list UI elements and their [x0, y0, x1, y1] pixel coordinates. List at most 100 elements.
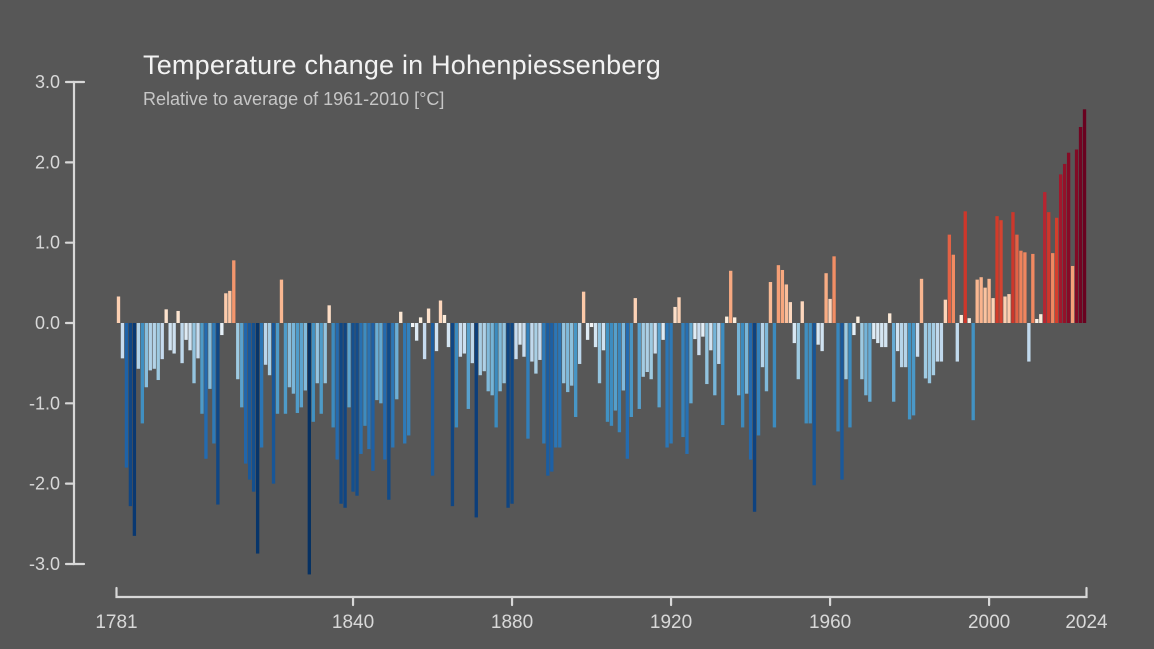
- temperature-bar: [387, 323, 391, 500]
- temperature-bar: [391, 323, 395, 448]
- temperature-bar: [951, 254, 955, 323]
- temperature-bar: [772, 323, 777, 428]
- temperature-bar: [971, 323, 975, 421]
- temperature-bar: [418, 317, 423, 323]
- temperature-bar: [164, 309, 168, 323]
- temperature-bar: [367, 323, 371, 450]
- temperature-bar: [1074, 149, 1079, 323]
- temperature-bar: [168, 323, 172, 351]
- temperature-bar: [414, 323, 419, 341]
- temperature-bar: [911, 323, 916, 416]
- temperature-bar: [812, 323, 816, 486]
- x-tick-label: 1781: [95, 612, 137, 633]
- temperature-bar: [593, 323, 598, 348]
- temperature-bar: [144, 323, 148, 388]
- temperature-bar: [1003, 296, 1007, 323]
- temperature-bar: [327, 305, 331, 323]
- temperature-bar: [1055, 217, 1059, 323]
- temperature-bar: [474, 323, 478, 518]
- temperature-bar: [860, 323, 864, 380]
- temperature-bar: [120, 323, 125, 359]
- temperature-bar: [836, 323, 840, 432]
- temperature-bar: [868, 323, 872, 402]
- temperature-bar: [160, 323, 164, 360]
- x-tick-label: 1880: [491, 612, 533, 633]
- x-tick-label: 2024: [1065, 612, 1108, 633]
- temperature-bar: [661, 323, 665, 340]
- temperature-bar: [975, 279, 979, 323]
- temperature-bar: [947, 234, 952, 323]
- bars-group: [116, 109, 1087, 575]
- temperature-bar: [438, 300, 443, 323]
- temperature-bar: [896, 323, 900, 352]
- temperature-bar: [359, 323, 363, 454]
- temperature-bar: [152, 323, 156, 369]
- temperature-bar: [466, 323, 470, 409]
- temperature-bar: [645, 323, 649, 372]
- temperature-bar: [633, 298, 637, 323]
- temperature-bar: [1082, 109, 1087, 323]
- y-tick-label: -1.0: [29, 393, 60, 413]
- temperature-bar: [156, 323, 160, 381]
- temperature-bar: [558, 323, 562, 448]
- temperature-bar: [208, 323, 212, 389]
- temperature-bar: [136, 323, 141, 369]
- temperature-bar: [776, 265, 781, 323]
- temperature-bar: [1051, 253, 1055, 323]
- temperature-bar: [562, 323, 566, 384]
- temperature-bar: [637, 323, 641, 409]
- temperature-bar: [748, 323, 753, 460]
- temperature-bar: [506, 323, 510, 508]
- temperature-bar: [605, 323, 610, 422]
- y-tick-label: -2.0: [29, 474, 60, 494]
- temperature-bar: [188, 323, 192, 351]
- x-tick-label: 1920: [650, 612, 692, 633]
- temperature-bar: [856, 316, 860, 323]
- temperature-bar: [796, 323, 800, 380]
- temperature-bar: [407, 323, 411, 436]
- x-axis: 1781 1840 1880 1920 1960 2000 2024: [95, 586, 1108, 633]
- temperature-bar: [597, 323, 602, 384]
- temperature-bar: [629, 323, 633, 417]
- temperature-bar: [653, 323, 657, 354]
- temperature-bar: [899, 323, 904, 368]
- temperature-bar: [1062, 163, 1067, 323]
- temperature-bar: [1019, 250, 1023, 323]
- temperature-bar: [764, 323, 769, 392]
- temperature-bar: [347, 323, 351, 408]
- temperature-bar: [617, 323, 622, 433]
- temperature-bar: [124, 323, 129, 468]
- temperature-bar: [518, 323, 522, 345]
- temperature-bar: [609, 323, 614, 426]
- temperature-bar: [673, 306, 677, 323]
- temperature-bar: [880, 323, 884, 348]
- temperature-bar: [824, 273, 828, 323]
- temperature-bar: [271, 323, 276, 484]
- temperature-bar: [343, 323, 347, 508]
- temperature-bar: [550, 323, 554, 472]
- temperature-bar: [1011, 212, 1015, 323]
- temperature-bar: [490, 323, 494, 396]
- temperature-bar: [140, 323, 145, 424]
- temperature-bar: [172, 323, 176, 354]
- temperature-bar: [371, 323, 375, 471]
- temperature-bar: [395, 323, 399, 400]
- temperature-bar: [792, 323, 796, 344]
- temperature-bar: [872, 323, 876, 340]
- temperature-bar: [458, 323, 463, 357]
- temperature-bar: [251, 323, 256, 492]
- temperature-bar: [514, 323, 518, 360]
- temperature-bar: [788, 302, 792, 323]
- temperature-bar: [800, 301, 804, 323]
- temperature-bar: [828, 298, 832, 323]
- temperature-bar: [494, 323, 498, 428]
- temperature-bar: [693, 323, 697, 340]
- temperature-bar: [430, 323, 435, 476]
- temperature-bar: [442, 314, 447, 323]
- temperature-bar: [760, 323, 765, 368]
- temperature-bar: [1058, 174, 1063, 323]
- temperature-bar: [903, 323, 908, 368]
- temperature-bar: [713, 323, 717, 396]
- temperature-bar: [534, 323, 538, 374]
